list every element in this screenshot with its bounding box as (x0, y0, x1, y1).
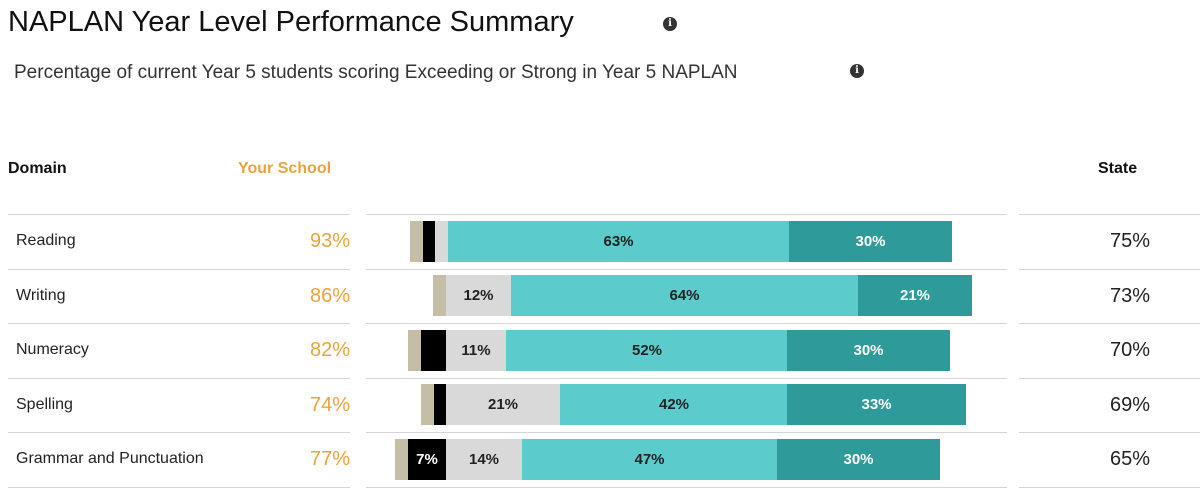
bar-segment-developing (434, 384, 446, 425)
row-divider (366, 378, 1007, 379)
bar-segment-strong: 11% (446, 330, 506, 371)
subtitle-info-icon[interactable]: i (850, 64, 864, 78)
row-divider (8, 487, 350, 488)
bar-segment-exceeding: 33% (787, 384, 966, 425)
domain-label: Numeracy (16, 341, 89, 358)
row-divider (366, 269, 1007, 270)
school-percent: 74% (309, 394, 350, 416)
column-header-state: State (1098, 160, 1138, 177)
school-percent: 82% (309, 339, 350, 361)
domain-label: Reading (16, 232, 76, 249)
bar-segment-exceeding: 30% (777, 439, 940, 480)
bar-segment-exceeding: 30% (787, 330, 950, 371)
row-divider (8, 323, 350, 324)
row-divider (366, 214, 1007, 215)
row-divider (8, 214, 350, 215)
bar-segment-needs-support (421, 384, 434, 425)
domain-label: Grammar and Punctuation (16, 450, 204, 467)
state-percent: 69% (1109, 394, 1150, 416)
bar-segment-strong: 14% (446, 439, 522, 480)
bar-segment-exceeding: 21% (858, 275, 972, 316)
domain-label: Writing (16, 287, 66, 304)
row-divider (1019, 269, 1200, 270)
bar-segment-strong: 21% (446, 384, 560, 425)
state-percent: 65% (1109, 448, 1150, 470)
row-divider (1019, 432, 1200, 433)
state-percent: 70% (1109, 339, 1150, 361)
row-divider (1019, 214, 1200, 215)
bar-segment-exceeding-low: 42% (560, 384, 788, 425)
page-title: NAPLAN Year Level Performance Summary (8, 6, 574, 38)
page-subtitle: Percentage of current Year 5 students sc… (14, 62, 738, 83)
bar-segment-strong (435, 221, 448, 262)
row-divider (1019, 323, 1200, 324)
domain-label: Spelling (16, 396, 73, 413)
bar-segment-exceeding-low: 63% (448, 221, 789, 262)
bar-segment-needs-support (433, 275, 446, 316)
row-divider (8, 378, 350, 379)
school-percent: 86% (309, 285, 350, 307)
bar-segment-needs-support (395, 439, 408, 480)
row-divider (366, 487, 1007, 488)
state-percent: 73% (1109, 285, 1150, 307)
row-divider (366, 323, 1007, 324)
row-divider (1019, 378, 1200, 379)
bar-segment-exceeding-low: 47% (522, 439, 777, 480)
bar-segment-developing (423, 221, 435, 262)
bar-segment-needs-support (408, 330, 421, 371)
bar-segment-strong: 12% (446, 275, 511, 316)
school-percent: 93% (309, 230, 350, 252)
row-divider (8, 269, 350, 270)
bar-segment-exceeding-low: 64% (511, 275, 858, 316)
bar-segment-exceeding-low: 52% (506, 330, 788, 371)
column-header-domain: Domain (8, 160, 67, 177)
row-divider (1019, 487, 1200, 488)
state-percent: 75% (1109, 230, 1150, 252)
column-header-your-school: Your School (238, 160, 332, 177)
row-divider (8, 432, 350, 433)
bar-segment-needs-support (410, 221, 423, 262)
school-percent: 77% (309, 448, 350, 470)
bar-segment-exceeding: 30% (789, 221, 952, 262)
row-divider (366, 432, 1007, 433)
bar-segment-developing (421, 330, 446, 371)
title-info-icon[interactable]: i (663, 17, 677, 31)
bar-segment-developing: 7% (408, 439, 446, 480)
